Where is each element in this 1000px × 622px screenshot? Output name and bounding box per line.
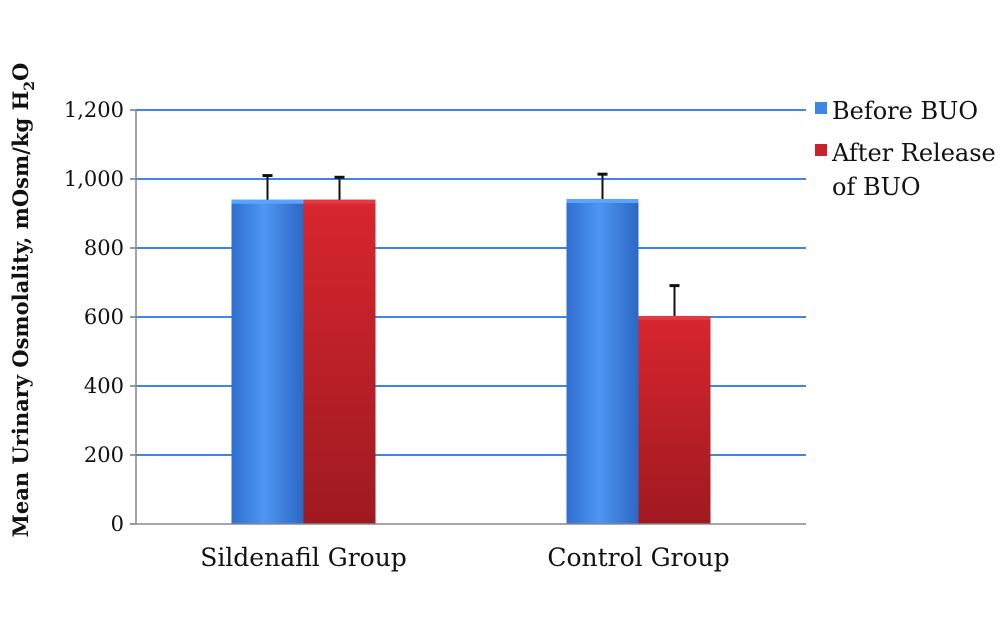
bar-top-highlight <box>566 199 639 204</box>
y-tick-label: 1,200 <box>64 98 124 122</box>
y-tick-label: 600 <box>84 305 124 329</box>
y-tick-label: 800 <box>84 236 124 260</box>
y-axis-title-subscript: 2 <box>22 81 38 91</box>
bar-top-highlight <box>638 315 711 320</box>
bar-top-highlight <box>303 199 376 204</box>
legend-label: After Release <box>831 139 996 167</box>
y-tick-label: 200 <box>84 443 124 467</box>
y-tick-label: 0 <box>111 512 124 536</box>
legend-swatch <box>815 144 827 156</box>
bar-after-release-of-buo <box>638 315 711 524</box>
bar-before-buo <box>231 199 304 524</box>
y-tick-label: 400 <box>84 374 124 398</box>
legend: Before BUO After Release of BUO <box>815 97 996 201</box>
x-category-label: Control Group <box>547 543 729 572</box>
legend-swatch <box>815 102 827 114</box>
y-tick-label: 1,000 <box>64 167 124 191</box>
y-axis-title-tail: O <box>8 63 33 81</box>
y-axis-ticks: 0 200 400 600 800 1,000 1,200 <box>64 98 136 536</box>
bars <box>231 199 711 524</box>
y-axis-title-main: Mean Urinary Osmolality, mOsm/kg H <box>8 91 33 538</box>
legend-label: of BUO <box>832 173 921 201</box>
legend-label: Before BUO <box>832 97 978 125</box>
x-category-label: Sildenafil Group <box>200 543 407 572</box>
bar-top-highlight <box>231 199 304 204</box>
bar-after-release-of-buo <box>303 199 376 524</box>
x-axis: Sildenafil Group Control Group <box>135 110 806 572</box>
error-bars <box>262 172 680 316</box>
y-axis-title: Mean Urinary Osmolality, mOsm/kg H2O <box>8 63 38 538</box>
bar-before-buo <box>566 199 639 524</box>
svg-text:Mean Urinary Osmolality, mOsm/: Mean Urinary Osmolality, mOsm/kg H2O <box>8 63 38 538</box>
